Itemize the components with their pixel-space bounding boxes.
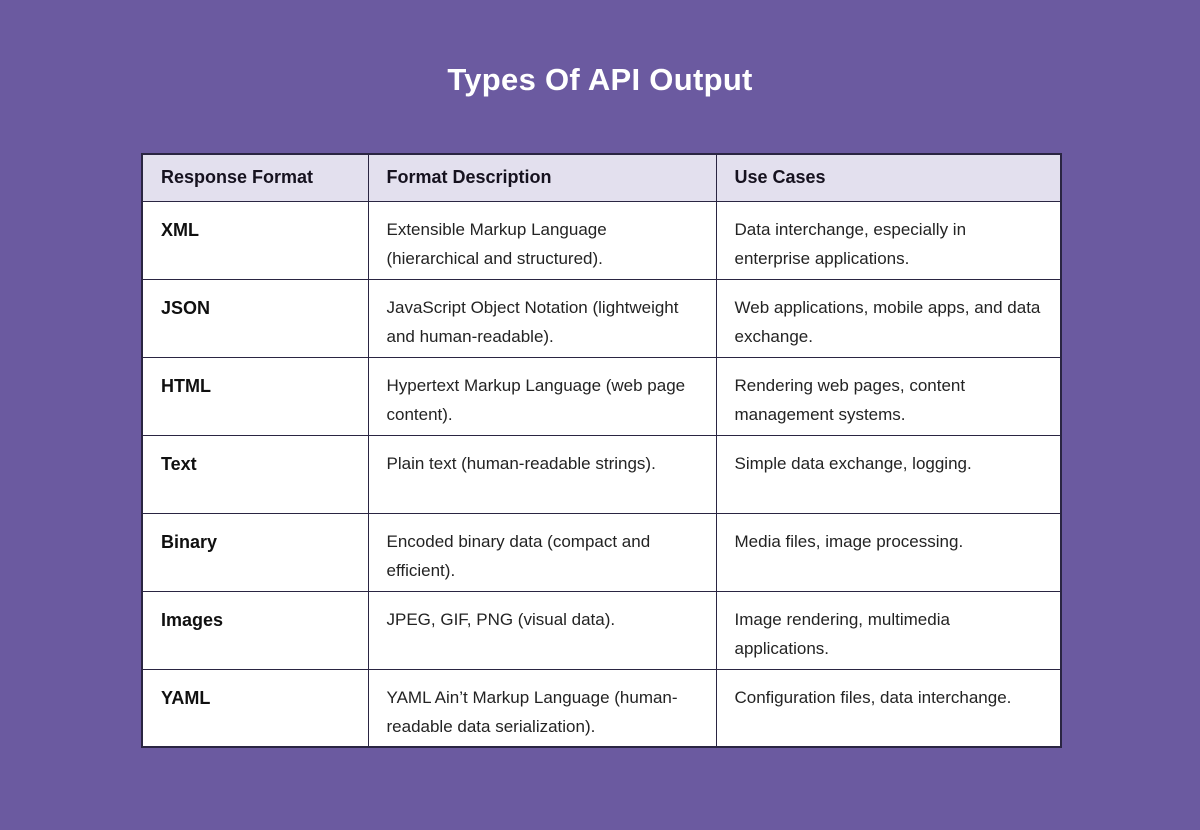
table-row-xml: XML Extensible Markup Language (hierarch… bbox=[141, 200, 1062, 280]
format-name-cell: Binary bbox=[141, 512, 369, 592]
format-description-cell: Hypertext Markup Language (web page cont… bbox=[367, 356, 717, 436]
format-description-cell: Encoded binary data (compact and efficie… bbox=[367, 512, 717, 592]
format-name-cell: XML bbox=[141, 200, 369, 280]
use-cases-cell: Simple data exchange, logging. bbox=[715, 434, 1062, 514]
table-row-json: JSON JavaScript Object Notation (lightwe… bbox=[141, 278, 1062, 358]
use-cases-cell: Rendering web pages, content management … bbox=[715, 356, 1062, 436]
use-cases-cell: Media files, image processing. bbox=[715, 512, 1062, 592]
table-header-row: Response Format Format Description Use C… bbox=[141, 153, 1062, 202]
format-description-cell: Extensible Markup Language (hierarchical… bbox=[367, 200, 717, 280]
format-description-cell: JavaScript Object Notation (lightweight … bbox=[367, 278, 717, 358]
table-row-yaml: YAML YAML Ain’t Markup Language (human-r… bbox=[141, 668, 1062, 748]
table-row-binary: Binary Encoded binary data (compact and … bbox=[141, 512, 1062, 592]
format-description-cell: JPEG, GIF, PNG (visual data). bbox=[367, 590, 717, 670]
api-output-table: Response Format Format Description Use C… bbox=[141, 153, 1062, 748]
format-name-cell: Text bbox=[141, 434, 369, 514]
table-row-images: Images JPEG, GIF, PNG (visual data). Ima… bbox=[141, 590, 1062, 670]
table-row-text: Text Plain text (human-readable strings)… bbox=[141, 434, 1062, 514]
column-header-format-description: Format Description bbox=[367, 153, 717, 202]
format-name-cell: JSON bbox=[141, 278, 369, 358]
format-name-cell: HTML bbox=[141, 356, 369, 436]
column-header-response-format: Response Format bbox=[141, 153, 369, 202]
page-title: Types Of API Output bbox=[447, 62, 753, 97]
use-cases-cell: Web applications, mobile apps, and data … bbox=[715, 278, 1062, 358]
format-description-cell: Plain text (human-readable strings). bbox=[367, 434, 717, 514]
use-cases-cell: Image rendering, multimedia applications… bbox=[715, 590, 1062, 670]
table-row-html: HTML Hypertext Markup Language (web page… bbox=[141, 356, 1062, 436]
format-name-cell: Images bbox=[141, 590, 369, 670]
format-name-cell: YAML bbox=[141, 668, 369, 748]
use-cases-cell: Data interchange, especially in enterpri… bbox=[715, 200, 1062, 280]
format-description-cell: YAML Ain’t Markup Language (human-readab… bbox=[367, 668, 717, 748]
use-cases-cell: Configuration files, data interchange. bbox=[715, 668, 1062, 748]
column-header-use-cases: Use Cases bbox=[715, 153, 1062, 202]
